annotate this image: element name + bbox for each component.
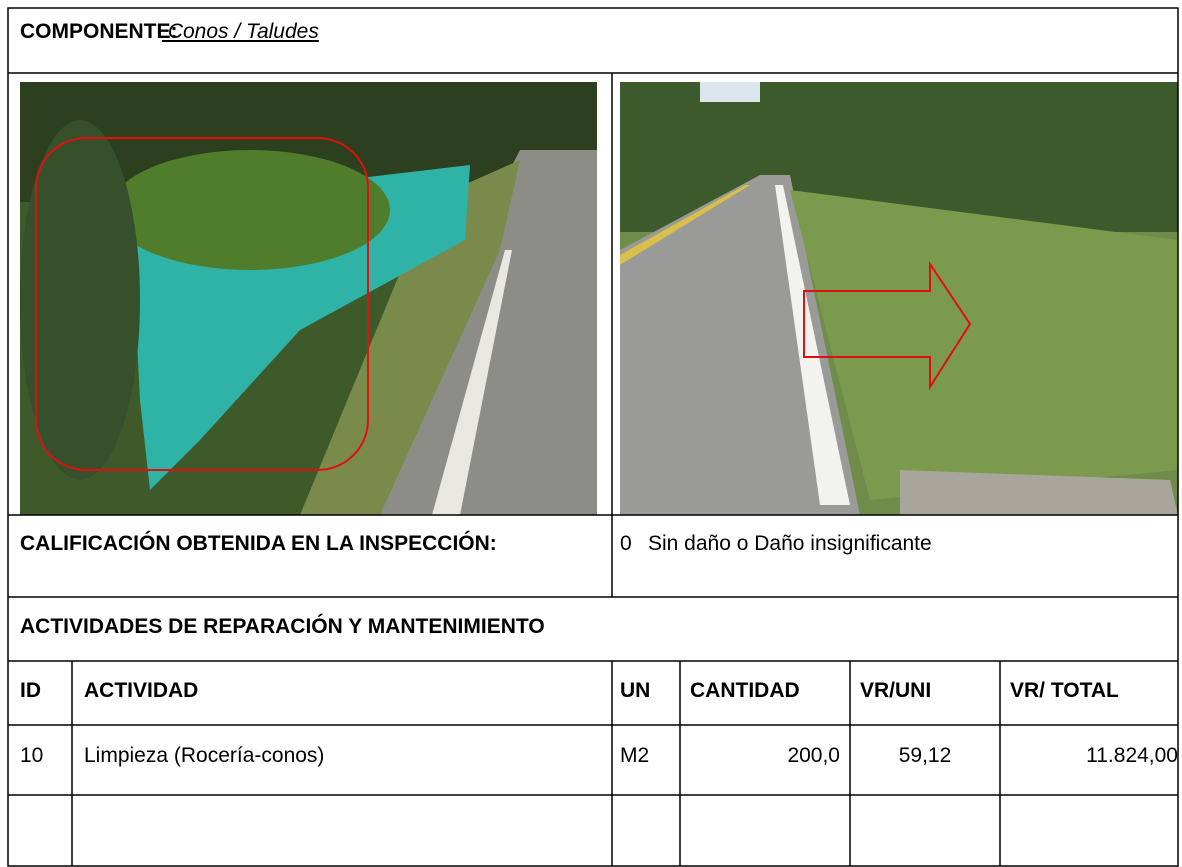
column-header: ID bbox=[20, 679, 41, 702]
cell-activity: Limpieza (Rocería-conos) bbox=[84, 744, 325, 767]
column-header: CANTIDAD bbox=[690, 679, 800, 702]
photo-left bbox=[20, 82, 597, 515]
inspection-label: CALIFICACIÓN OBTENIDA EN LA INSPECCIÓN: bbox=[20, 532, 497, 555]
table-grid bbox=[7, 7, 1179, 867]
inspection-score: 0 bbox=[620, 532, 632, 555]
column-header: ACTIVIDAD bbox=[84, 679, 199, 702]
column-header: UN bbox=[620, 679, 651, 702]
cell-total: 11.824,00 bbox=[1086, 744, 1178, 767]
cell-unit-value: 59,12 bbox=[898, 744, 952, 767]
cell-unit: M2 bbox=[620, 744, 650, 767]
inspection-description: Sin daño o Daño insignificante bbox=[648, 532, 932, 555]
cell-quantity: 200,0 bbox=[787, 744, 840, 767]
component-label: COMPONENTE: bbox=[20, 20, 178, 43]
activities-title: ACTIVIDADES DE REPARACIÓN Y MANTENIMIENT… bbox=[20, 615, 545, 638]
cell-id: 10 bbox=[20, 744, 44, 767]
photo-right bbox=[620, 82, 1178, 515]
column-header: VR/UNI bbox=[860, 679, 932, 702]
column-header: VR/ TOTAL bbox=[1010, 679, 1119, 702]
component-value: Conos / Taludes bbox=[162, 20, 319, 43]
